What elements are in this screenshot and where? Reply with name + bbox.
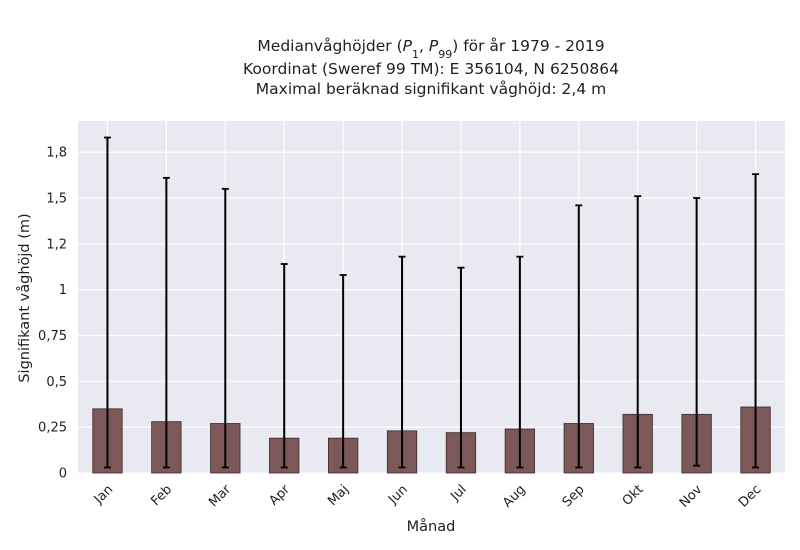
- chart-title: Medianvåghöjder (P1, P99) för år 1979 - …: [243, 37, 619, 98]
- x-tick-label: Okt: [620, 482, 647, 509]
- y-axis-ticks: 0 0,25 0,5 0,75 1 1,2 1,5 1,8: [38, 146, 67, 482]
- x-tick-label: Apr: [267, 482, 294, 509]
- chart-title-line-3: Maximal beräknad signifikant våghöjd: 2,…: [256, 80, 606, 98]
- x-tick-label: Aug: [500, 482, 529, 511]
- error-bars: [103, 136, 760, 469]
- chart-title-line-1: Medianvåghöjder (P1, P99) för år 1979 - …: [257, 37, 604, 61]
- y-tick-label: 0: [59, 467, 67, 482]
- x-tick-label: Maj: [325, 482, 352, 509]
- y-tick-label: 1,5: [46, 192, 67, 207]
- x-tick-label: Sep: [560, 482, 588, 510]
- y-tick-label: 0,75: [38, 329, 67, 344]
- x-axis-ticks: Jan Feb Mar Apr Maj Jun Jul Aug Sep Okt Nov Dec: [91, 482, 765, 511]
- x-tick-label: Jul: [447, 482, 469, 504]
- x-tick-label: Mar: [206, 482, 234, 510]
- x-axis-label: Månad: [407, 518, 456, 535]
- x-tick-label: Jun: [385, 482, 411, 508]
- y-tick-label: 1: [59, 283, 67, 298]
- x-tick-label: Nov: [677, 482, 706, 511]
- x-tick-label: Feb: [148, 482, 175, 509]
- x-tick-label: Dec: [736, 482, 764, 510]
- y-tick-label: 0,5: [46, 375, 67, 390]
- plot-area: [78, 121, 785, 473]
- y-tick-label: 0,25: [38, 421, 67, 436]
- chart-title-line-2: Koordinat (Sweref 99 TM): E 356104, N 62…: [243, 60, 619, 78]
- y-axis-label: Signifikant våghöjd (m): [16, 213, 33, 382]
- y-tick-label: 1,8: [46, 146, 67, 161]
- y-tick-label: 1,2: [46, 237, 67, 252]
- x-tick-label: Jan: [91, 482, 116, 507]
